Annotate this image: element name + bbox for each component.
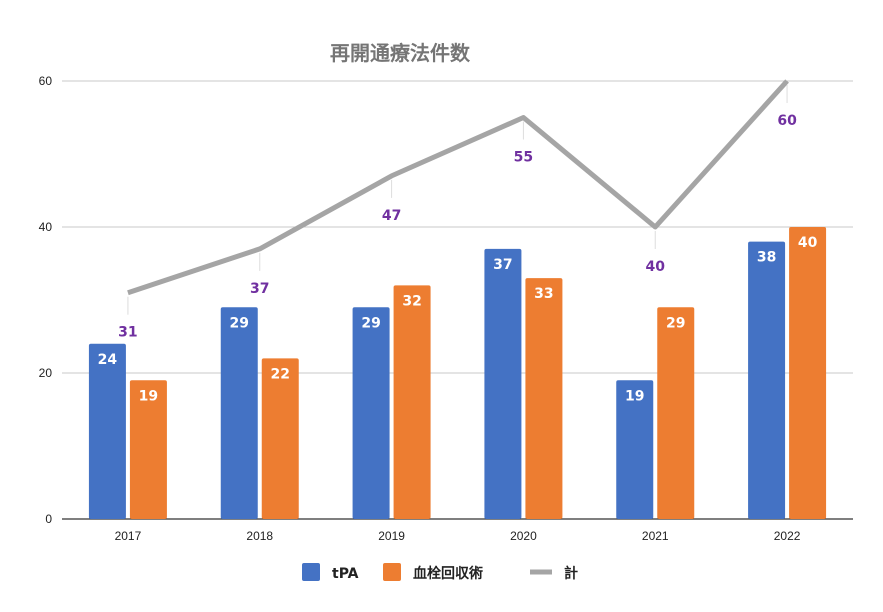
bar-data-label: 40	[798, 235, 818, 251]
y-tick-label: 60	[39, 74, 53, 88]
legend-label: 血栓回収術	[413, 565, 483, 582]
bar-data-label: 22	[271, 366, 290, 382]
total-data-label: 31	[118, 325, 137, 341]
total-line	[127, 79, 789, 296]
bar-data-label: 29	[230, 315, 249, 331]
bar-tPA-2021	[616, 380, 654, 519]
bar-血栓回収術-2022	[789, 227, 827, 519]
bar-data-label: 33	[534, 286, 553, 302]
x-tick-label: 2020	[510, 529, 537, 543]
total-data-label: 60	[777, 113, 797, 129]
bar-血栓回収術-2021	[657, 307, 695, 519]
bar-tPA-2017	[88, 343, 126, 519]
bar-data-label: 29	[361, 315, 380, 331]
legend: tPA 血栓回収術 計	[302, 563, 578, 582]
x-tick-label: 2018	[246, 529, 273, 543]
x-axis: 2017 2018 2019 2020 2021 2022	[115, 529, 801, 543]
bar-血栓回収術-2017	[129, 380, 167, 519]
legend-label: 計	[564, 565, 578, 582]
legend-label: tPA	[332, 566, 359, 582]
bar-data-label: 37	[493, 257, 512, 273]
bar-data-label: 24	[98, 352, 118, 368]
bar-血栓回収術-2019	[393, 285, 431, 519]
bar-血栓回収術-2020	[525, 278, 563, 519]
gridlines	[62, 80, 853, 520]
bar-data-label: 32	[402, 293, 421, 309]
y-tick-label: 20	[39, 366, 53, 380]
bar-血栓回収術-2018	[261, 358, 299, 519]
total-line-layer: 31 37 47 55 40 60	[118, 79, 797, 341]
y-axis: 0 20 40 60	[39, 74, 53, 526]
bar-tPA-2022	[748, 241, 786, 519]
total-data-label: 40	[646, 259, 666, 275]
x-tick-label: 2021	[642, 529, 669, 543]
bar-data-label: 38	[757, 250, 776, 266]
total-data-label: 37	[250, 281, 269, 297]
chart-title: 再開通療法件数	[330, 41, 471, 65]
y-tick-label: 0	[45, 512, 52, 526]
x-tick-label: 2022	[774, 529, 801, 543]
bar-tPA-2020	[484, 248, 522, 519]
total-data-label: 47	[382, 208, 401, 224]
x-tick-label: 2019	[378, 529, 405, 543]
bar-tPA-2018	[220, 307, 258, 519]
bar-data-label: 19	[139, 388, 158, 404]
total-data-label: 55	[514, 150, 533, 166]
legend-swatch-血栓回収術	[383, 563, 401, 581]
bar-data-label: 29	[666, 315, 685, 331]
y-tick-label: 40	[39, 220, 53, 234]
bar-data-label: 19	[625, 388, 644, 404]
legend-swatch-tPA	[302, 563, 320, 581]
bars: 24 19 29 22 29 32 37 33 19 29 38 40	[88, 227, 827, 519]
bar-tPA-2019	[352, 307, 390, 519]
x-tick-label: 2017	[115, 529, 142, 543]
